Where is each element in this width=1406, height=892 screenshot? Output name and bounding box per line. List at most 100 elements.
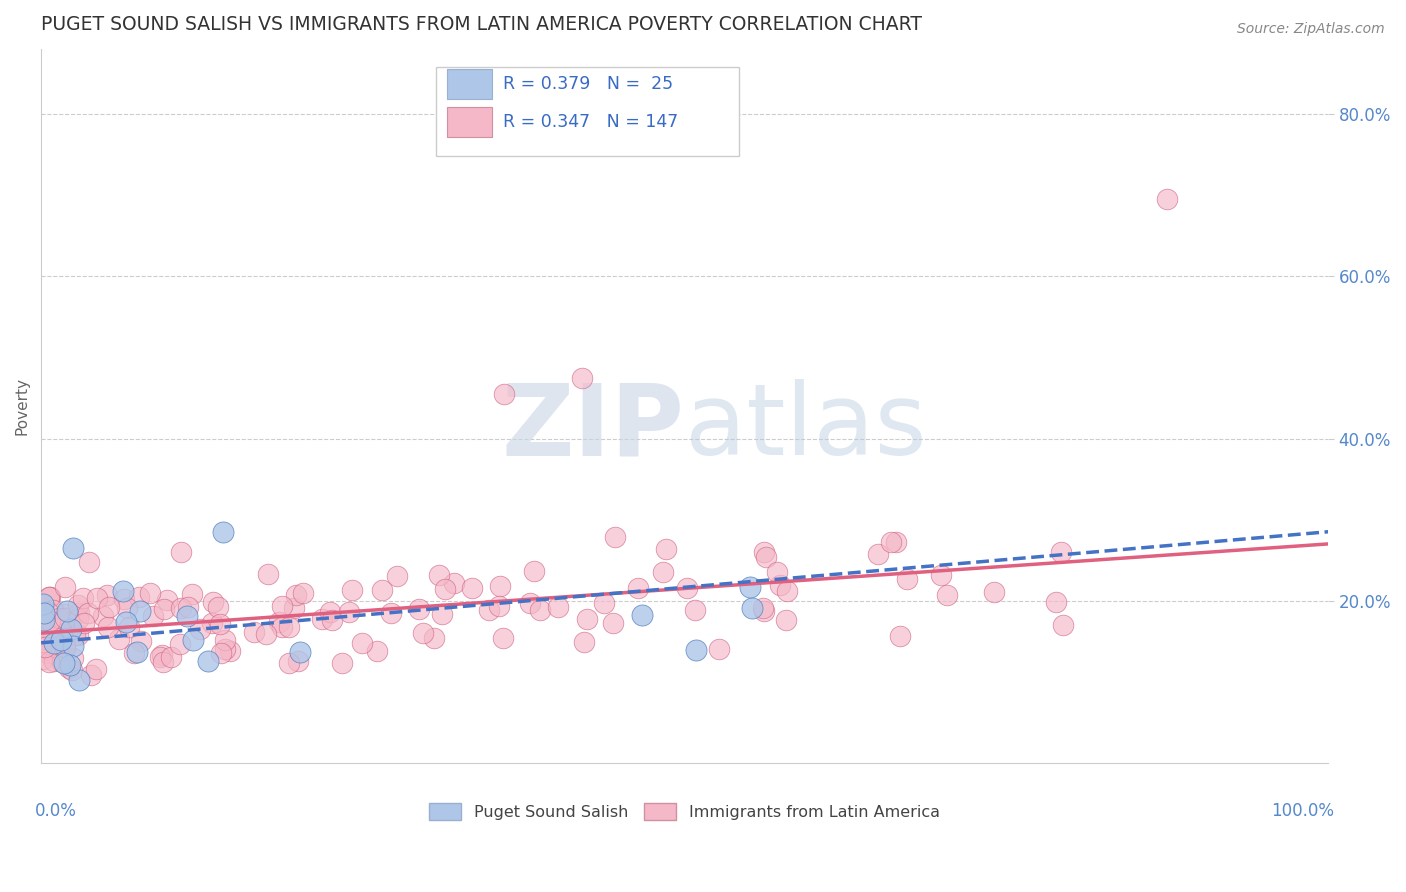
Point [31, 597, 53, 611]
Point [156, 593, 179, 607]
Point [67, 606, 90, 620]
Point [683, 602, 706, 616]
Point [769, 578, 792, 592]
Point [571, 370, 593, 384]
Point [159, 650, 181, 665]
Point [53, 640, 76, 654]
Point [412, 625, 434, 640]
Point [489, 579, 512, 593]
Point [141, 608, 163, 623]
Point [66, 612, 89, 626]
Text: atlas: atlas [685, 379, 927, 476]
Point [655, 542, 678, 557]
Y-axis label: Poverty: Poverty [15, 377, 30, 435]
Point [929, 568, 952, 582]
Point [575, 612, 598, 626]
Point [775, 584, 797, 599]
Point [287, 655, 309, 669]
Point [48, 643, 70, 657]
Point [125, 645, 148, 659]
Point [271, 620, 294, 634]
Point [131, 633, 153, 648]
Point [652, 565, 675, 579]
Point [42, 654, 65, 668]
Text: PUGET SOUND SALISH VS IMMIGRANTS FROM LATIN AMERICA POVERTY CORRELATION CHART: PUGET SOUND SALISH VS IMMIGRANTS FROM LA… [41, 15, 922, 34]
Point [59, 615, 82, 629]
FancyBboxPatch shape [447, 107, 492, 137]
Point [72, 591, 94, 605]
Point [214, 632, 236, 647]
Point [122, 646, 145, 660]
Point [271, 599, 294, 613]
Point [201, 616, 224, 631]
FancyBboxPatch shape [447, 70, 492, 99]
Point [48, 610, 70, 624]
Point [330, 656, 353, 670]
Point [277, 619, 299, 633]
Point [177, 599, 200, 614]
Point [752, 601, 775, 615]
Point [63, 628, 86, 642]
Point [366, 644, 388, 658]
Point [53, 636, 76, 650]
Point [96, 588, 118, 602]
Point [422, 631, 444, 645]
Point [886, 534, 908, 549]
Point [755, 550, 778, 565]
Point [337, 606, 360, 620]
Point [738, 580, 761, 594]
Point [73, 615, 96, 630]
Point [523, 565, 546, 579]
Point [45, 640, 67, 654]
Point [42, 603, 65, 617]
Point [478, 603, 501, 617]
Point [129, 604, 152, 618]
Point [292, 585, 315, 599]
Point [284, 588, 307, 602]
Point [76, 606, 98, 620]
Point [340, 582, 363, 597]
Point [547, 600, 569, 615]
Point [98, 599, 121, 614]
Point [202, 595, 225, 609]
Point [62, 651, 84, 665]
Point [385, 569, 408, 583]
Point [67, 599, 90, 613]
Point [190, 622, 212, 636]
Point [311, 611, 333, 625]
Point [488, 599, 510, 614]
Point [254, 627, 277, 641]
Point [176, 609, 198, 624]
Point [434, 582, 457, 596]
Point [267, 615, 290, 630]
Point [52, 656, 75, 670]
Point [59, 658, 82, 673]
Point [153, 602, 176, 616]
Point [32, 652, 55, 666]
Point [494, 387, 516, 401]
Point [170, 544, 193, 558]
Point [685, 642, 707, 657]
Point [38, 615, 60, 629]
Point [115, 601, 138, 615]
Point [38, 590, 60, 604]
Point [707, 642, 730, 657]
Point [214, 641, 236, 656]
Point [290, 645, 312, 659]
Point [350, 636, 373, 650]
Point [868, 547, 890, 561]
Point [150, 648, 173, 662]
Point [443, 576, 465, 591]
Point [321, 613, 343, 627]
Point [53, 580, 76, 594]
Point [492, 631, 515, 645]
Point [1052, 618, 1074, 632]
Text: ZIP: ZIP [502, 379, 685, 476]
Point [207, 599, 229, 614]
Point [766, 565, 789, 579]
Point [38, 655, 60, 669]
Point [32, 613, 55, 627]
Point [752, 604, 775, 618]
Point [138, 586, 160, 600]
Point [741, 600, 763, 615]
